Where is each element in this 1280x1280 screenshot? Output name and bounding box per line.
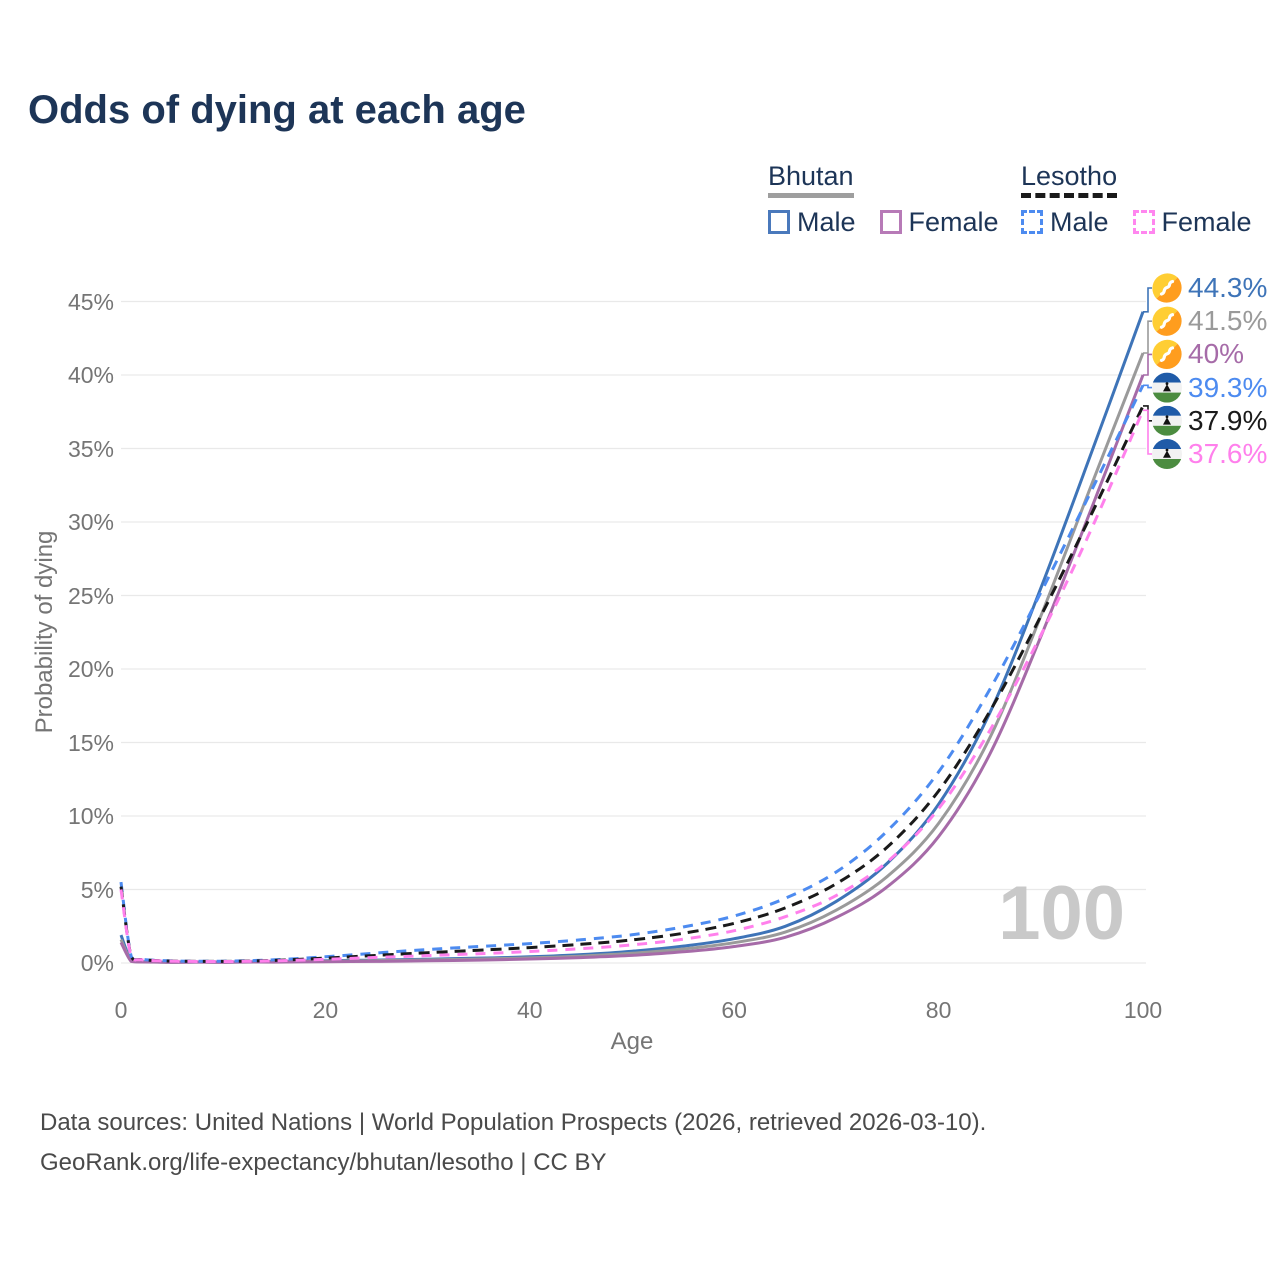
end-label-lesotho-male: 39.3% [1188, 371, 1268, 403]
x-tick-label-40: 40 [517, 997, 543, 1023]
series-line-bhutan-male [119, 311, 1145, 964]
legend-label-bhutan-female: Female [908, 207, 999, 237]
end-label-lesotho-female: 37.6% [1188, 438, 1268, 469]
series-line-lesotho-male [119, 384, 1145, 963]
bhutan-flag-icon [1152, 306, 1182, 336]
y-tick-label-5: 5% [80, 876, 114, 903]
legend-label-lesotho-male: Male [1050, 207, 1109, 237]
bhutan-flag-icon [1152, 273, 1182, 303]
legend-swatch-bhutan-female [879, 210, 902, 234]
y-tick-label-40: 40% [67, 362, 114, 388]
legend-swatch-bhutan-male [768, 210, 790, 234]
y-tick-label-25: 25% [67, 582, 114, 609]
legend-group-lesotho: Lesotho Male Female [1021, 161, 1252, 237]
legend-label-lesotho-female: Female [1161, 207, 1252, 237]
lesotho-flag-icon [1152, 405, 1182, 436]
y-axis-title: Probability of dying [31, 530, 58, 734]
footer-attribution: GeoRank.org/life-expectancy/bhutan/lesot… [40, 1149, 607, 1176]
legend-country-name-bhutan: Bhutan [768, 161, 854, 191]
legend-item-bhutan-female[interactable]: Female [879, 207, 999, 237]
x-axis-title: Age [610, 1028, 654, 1055]
legend-swatch-lesotho-male [1021, 210, 1043, 234]
lesotho-flag-icon [1152, 439, 1182, 469]
y-tick-label-45: 45% [67, 288, 114, 315]
leader-line-bhutan-female [1143, 353, 1152, 376]
x-tick-label-60: 60 [721, 997, 747, 1023]
x-tick-label-100: 100 [1123, 997, 1163, 1023]
x-tick-label-0: 0 [114, 997, 128, 1023]
y-tick-label-15: 15% [67, 729, 114, 756]
bhutan-flag-icon [1152, 339, 1182, 370]
leader-line-bhutan-both-sexes [1143, 320, 1152, 354]
leader-line-lesotho-female [1143, 409, 1152, 455]
legend-line-sample-lesotho [1021, 193, 1118, 198]
legend-country-name-lesotho: Lesotho [1021, 161, 1118, 191]
end-label-bhutan-male: 44.3% [1188, 272, 1268, 303]
y-tick-label-10: 10% [67, 803, 114, 829]
legend-group-bhutan: Bhutan Male Female [768, 161, 999, 237]
legend-item-lesotho-male[interactable]: Male [1021, 207, 1109, 237]
legend-line-sample-bhutan [768, 193, 854, 198]
age-watermark: 100 [998, 871, 1125, 956]
leader-line-bhutan-male [1143, 287, 1152, 313]
y-tick-label-35: 35% [67, 435, 114, 462]
legend-item-bhutan-male[interactable]: Male [768, 207, 856, 237]
y-tick-label-20: 20% [67, 656, 114, 682]
end-label-bhutan-both-sexes: 41.5% [1188, 305, 1268, 337]
y-tick-label-0: 0% [80, 950, 114, 976]
page-title: Odds of dying at each age [28, 88, 526, 132]
x-tick-label-80: 80 [925, 997, 952, 1023]
series-line-bhutan-both-sexes [119, 352, 1145, 964]
legend-label-bhutan-male: Male [797, 207, 856, 237]
legend-country-lesotho[interactable]: Lesotho [1021, 161, 1118, 198]
y-tick-label-30: 30% [67, 509, 114, 535]
leader-line-lesotho-male [1143, 384, 1152, 389]
x-tick-label-20: 20 [312, 997, 339, 1023]
lesotho-flag-icon [1152, 372, 1182, 403]
series-line-lesotho-female [119, 409, 1145, 964]
footer-data-sources: Data sources: United Nations | World Pop… [40, 1109, 987, 1136]
end-label-bhutan-female: 40% [1188, 338, 1245, 370]
end-label-lesotho-both-sexes: 37.9% [1188, 404, 1268, 436]
legend-swatch-lesotho-female [1132, 210, 1155, 234]
legend-item-lesotho-female[interactable]: Female [1132, 207, 1252, 237]
legend-country-bhutan[interactable]: Bhutan [768, 161, 854, 198]
